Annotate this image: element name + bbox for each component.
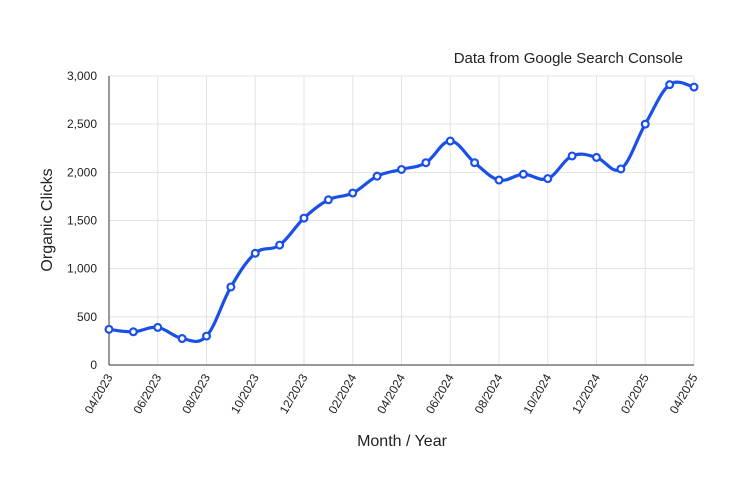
- y-tick-label: 2,500: [67, 117, 97, 131]
- x-tick-label: 06/2023: [131, 371, 165, 416]
- y-tick-label: 1,000: [67, 262, 97, 276]
- y-tick-label: 1,500: [67, 214, 97, 228]
- y-tick-label: 0: [90, 358, 97, 372]
- x-tick-label: 12/2023: [277, 371, 311, 416]
- data-point: [226, 282, 236, 292]
- x-tick-label: 02/2025: [618, 371, 652, 416]
- grid: [109, 75, 695, 365]
- data-point: [128, 327, 138, 337]
- x-tick-label: 10/2023: [228, 371, 262, 416]
- data-point: [470, 158, 480, 168]
- data-point: [689, 82, 699, 92]
- data-point: [640, 119, 650, 129]
- labels: 0 500 1,000 1,500 2,000 2,500 3,000 04/2023 06/2…: [67, 69, 701, 416]
- data-point: [421, 158, 431, 168]
- data-point: [275, 240, 285, 250]
- x-tick-label: 06/2024: [423, 371, 457, 416]
- data-point: [250, 248, 260, 258]
- x-tick-label: 04/2024: [374, 371, 408, 416]
- y-tick-label: 2,000: [67, 165, 97, 179]
- data-point: [104, 324, 114, 334]
- data-point: [616, 164, 626, 174]
- data-point: [397, 164, 407, 174]
- data-point: [567, 151, 577, 161]
- x-tick-label: 10/2024: [521, 371, 555, 416]
- x-tick-label: 08/2023: [179, 371, 213, 416]
- data-point: [202, 331, 212, 341]
- data-point: [372, 171, 382, 181]
- data-point: [323, 195, 333, 205]
- x-tick-label: 04/2023: [82, 371, 116, 416]
- y-tick-label: 3,000: [67, 69, 97, 83]
- x-axis-title: Month / Year: [357, 433, 448, 450]
- data-point: [543, 174, 553, 184]
- data-point: [299, 213, 309, 223]
- data-point: [591, 152, 601, 162]
- data-point: [494, 175, 504, 185]
- data-point: [518, 169, 528, 179]
- chart-title: Data from Google Search Console: [454, 50, 683, 67]
- data-point: [665, 80, 675, 90]
- axes: [108, 76, 694, 366]
- series-layer: [104, 80, 699, 344]
- data-point: [153, 322, 163, 332]
- data-point: [348, 188, 358, 198]
- x-tick-label: 04/2025: [667, 371, 701, 416]
- x-tick-label: 02/2024: [326, 371, 360, 416]
- x-tick-label: 12/2024: [569, 371, 603, 416]
- data-point: [445, 136, 455, 146]
- data-point: [177, 334, 187, 344]
- x-tick-label: 08/2024: [472, 371, 506, 416]
- y-tick-label: 500: [77, 310, 97, 324]
- y-axis-title: Organic Clicks: [39, 168, 56, 271]
